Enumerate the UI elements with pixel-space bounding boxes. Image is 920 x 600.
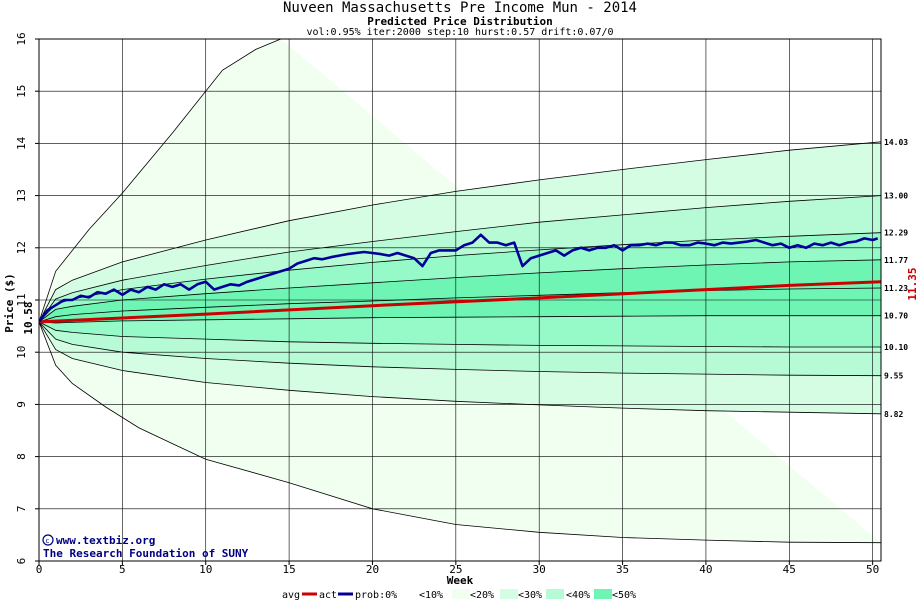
actual-price-line [39, 233, 879, 323]
start-price-label: 10.58 [22, 301, 35, 334]
percentile-end-label: 12.29 [884, 229, 908, 238]
legend-label: <50% [612, 590, 636, 600]
percentile-end-label: 8.82 [884, 410, 903, 419]
legend-label: <30% [518, 590, 542, 600]
probability-band [39, 259, 881, 323]
legend-label: act [319, 590, 337, 600]
percentile-curve [39, 39, 281, 323]
legend-label: avg [282, 590, 300, 600]
percentile-end-label: 14.03 [884, 138, 908, 147]
legend-band-swatch [546, 589, 564, 599]
percentile-end-label: 9.55 [884, 372, 903, 381]
percentile-end-label: 10.10 [884, 343, 908, 352]
y-tick-label: 14 [15, 136, 28, 150]
legend: avg act prob:0% <10% <20% <30% <40% <50% [282, 589, 636, 600]
x-axis-label: Week [447, 574, 474, 587]
percentile-curve [39, 321, 881, 348]
avg-line [39, 280, 881, 324]
legend-label: <10% [419, 590, 443, 600]
x-tick-label: 30 [533, 563, 546, 576]
avg-end-price-label: 11.35 [906, 267, 919, 300]
legend-label: <40% [566, 590, 590, 600]
y-tick-label: 16 [15, 32, 28, 45]
percentile-curve [39, 321, 881, 415]
watermark-org: The Research Foundation of SUNY [43, 547, 249, 560]
percentile-curve [39, 321, 881, 377]
legend-label: prob:0% [355, 590, 397, 600]
svg-text:c: c [46, 537, 50, 545]
y-tick-label: 8 [15, 453, 28, 460]
y-axis-label: Price ($) [3, 273, 16, 333]
x-tick-label: 45 [783, 563, 796, 576]
y-tick-label: 7 [15, 505, 28, 512]
x-tick-label: 0 [36, 563, 43, 576]
percentile-curve [39, 195, 881, 323]
watermark-url: www.textbiz.org [56, 534, 155, 547]
legend-band-swatch [500, 589, 518, 599]
chart-params: vol:0.95% iter:2000 step:10 hurst:0.57 d… [306, 27, 614, 38]
percentile-end-label: 11.77 [884, 256, 908, 265]
watermark: c www.textbiz.org The Research Foundatio… [42, 534, 249, 560]
x-tick-label: 20 [366, 563, 379, 576]
percentile-curve [39, 321, 881, 544]
chart-title: Nuveen Massachusetts Pre Income Mun - 20… [282, 0, 637, 16]
y-tick-label: 12 [15, 241, 28, 254]
percentile-curve [39, 259, 881, 323]
y-tick-label: 6 [15, 558, 28, 565]
y-tick-label: 15 [15, 85, 28, 98]
legend-label: <20% [470, 590, 494, 600]
y-tick-label: 9 [15, 401, 28, 408]
percentile-end-label: 13.00 [884, 192, 908, 201]
x-tick-label: 40 [699, 563, 712, 576]
percentile-curve [39, 315, 881, 324]
chart-subtitle: Predicted Price Distribution [367, 15, 553, 28]
x-tick-label: 10 [199, 563, 212, 576]
x-tick-label: 15 [282, 563, 295, 576]
x-tick-label: 5 [119, 563, 126, 576]
legend-band-swatch [594, 589, 612, 599]
legend-band-swatch [398, 589, 416, 599]
x-tick-label: 25 [449, 563, 462, 576]
percentile-end-label: 10.70 [884, 312, 908, 321]
copyright-icon [42, 534, 54, 546]
y-tick-label: 11 [15, 293, 28, 306]
legend-band-swatch [452, 589, 470, 599]
y-tick-label: 13 [15, 189, 28, 202]
percentile-curve [39, 141, 881, 323]
x-tick-label: 50 [866, 563, 879, 576]
x-tick-label: 35 [616, 563, 629, 576]
percentile-end-label: 11.23 [884, 284, 908, 293]
y-tick-label: 10 [15, 346, 28, 359]
